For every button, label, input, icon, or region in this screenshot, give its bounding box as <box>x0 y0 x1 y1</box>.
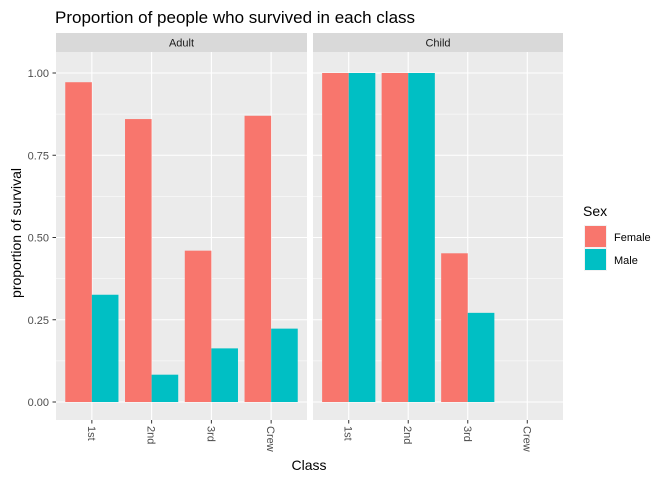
facet-panels: Adult 1st 2nd 3rd Crew Child 1st 2nd 3rd Crew <box>56 33 563 452</box>
x-tick-label: 3rd <box>461 426 473 442</box>
bar-male-2nd <box>151 374 179 402</box>
chart-title: Proportion of people who survived in eac… <box>55 8 415 27</box>
y-tick-label: 1.00 <box>28 68 49 80</box>
bar-male-2nd <box>408 73 435 402</box>
x-tick-label: 2nd <box>145 426 157 444</box>
bar-female-3rd <box>441 253 468 402</box>
y-tick-label: 0.25 <box>28 315 49 327</box>
bar-female-2nd <box>381 73 409 402</box>
bar-male-3rd <box>211 348 238 402</box>
facet-panel: Adult 1st 2nd 3rd Crew <box>56 33 307 452</box>
legend-label-female: Female <box>614 232 651 244</box>
x-tick-label: 2nd <box>401 426 413 444</box>
bar-male-crew <box>271 328 298 402</box>
legend-key-male <box>585 249 606 270</box>
legend-key-female <box>585 226 606 247</box>
x-tick-label: 1st <box>342 426 354 441</box>
x-tick-label: 3rd <box>204 426 216 442</box>
legend: Sex Female Male <box>583 203 651 271</box>
facet-strip <box>313 33 563 52</box>
bar-female-crew <box>244 115 272 403</box>
x-tick-label: Crew <box>264 426 276 452</box>
bar-male-1st <box>91 294 119 402</box>
bar-female-1st <box>65 82 92 402</box>
y-tick-label: 0.50 <box>28 233 49 245</box>
facet-strip-label: Adult <box>169 38 194 50</box>
x-tick-label: 1st <box>85 426 97 441</box>
y-tick-label: 0.75 <box>28 150 49 162</box>
facet-strip <box>56 33 307 52</box>
x-tick-label: Crew <box>520 426 532 452</box>
x-axis-title: Class <box>291 457 326 473</box>
bar-female-1st <box>322 73 349 402</box>
bar-male-3rd <box>467 312 495 402</box>
bar-female-2nd <box>125 119 152 402</box>
y-axis: 0.00 0.25 0.50 0.75 1.00 <box>28 68 56 409</box>
bar-male-1st <box>348 73 376 402</box>
y-axis-title: proportion of survival <box>8 168 24 298</box>
facet-strip-label: Child <box>425 38 450 50</box>
legend-label-male: Male <box>614 255 638 267</box>
bar-female-3rd <box>184 250 212 402</box>
facet-panel: Child 1st 2nd 3rd Crew <box>313 33 563 452</box>
y-tick-label: 0.00 <box>28 397 49 409</box>
legend-title: Sex <box>583 203 607 219</box>
